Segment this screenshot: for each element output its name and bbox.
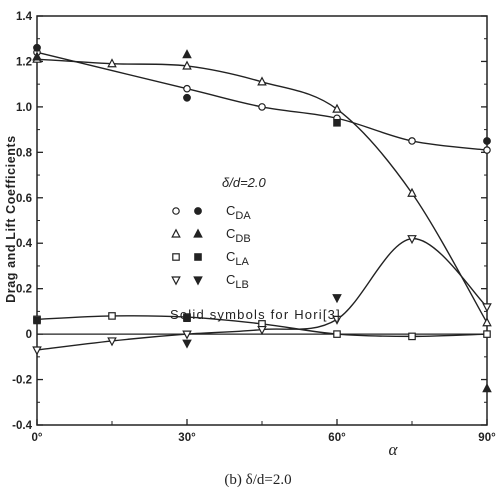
y-tick-labels: -0.4 -0.2 0 0.2 0.4 0.6 0.8 1.0 1.2 1.4 — [12, 11, 32, 432]
legend: δ/d=2.0 CDA CDB CLA CLB Solid symbols for H… — [170, 175, 341, 322]
point-c-db — [482, 317, 492, 327]
point-c-lb — [332, 315, 342, 325]
legend-subscript: DB — [235, 233, 250, 245]
x-axis-label: α — [389, 440, 399, 459]
point-c-lb — [482, 303, 492, 313]
y-tick-label: 1.2 — [16, 56, 32, 68]
point-c-la — [483, 330, 491, 338]
y-axis-label: Drag and Lift Coefficients — [4, 135, 18, 303]
tick-marks — [36, 15, 488, 426]
solid-point-c-la — [333, 118, 341, 127]
legend-open-c-lb — [171, 276, 181, 286]
point-c-da — [408, 137, 416, 145]
figure-caption: (b) δ/d=2.0 — [224, 472, 291, 488]
legend-subscript: LA — [235, 256, 249, 268]
point-c-lb — [107, 337, 117, 347]
legend-solid-c-la — [194, 253, 202, 261]
x-tick-labels: 0° 30° 60° 90° — [32, 432, 497, 444]
y-tick-label: 0.2 — [16, 284, 32, 296]
legend-label-c-db: CDB — [226, 226, 251, 245]
curve-c-da — [36, 51, 488, 151]
series-curves — [36, 51, 488, 351]
x-tick-label: 60° — [328, 432, 346, 444]
point-c-db — [332, 103, 342, 113]
point-c-da — [258, 103, 266, 111]
legend-subscript: DA — [235, 210, 251, 222]
legend-solid-c-da — [194, 207, 202, 215]
legend-subscript: LB — [235, 279, 248, 291]
legend-solid-c-db — [193, 228, 203, 238]
curve-c-db — [36, 58, 488, 324]
point-c-db — [182, 60, 192, 70]
legend-label-c-da: CDA — [226, 203, 251, 222]
point-c-lb — [182, 330, 192, 340]
legend-open-c-la — [172, 253, 180, 261]
point-c-lb — [32, 346, 42, 356]
point-c-la — [333, 330, 341, 338]
y-tick-label: -0.2 — [12, 375, 32, 387]
point-c-la — [408, 332, 416, 341]
solid-point-c-db — [182, 49, 192, 59]
legend-note: Solid symbols for Hori[3] — [170, 307, 341, 322]
legend-label-c-la: CLA — [226, 249, 250, 268]
point-c-da — [483, 146, 491, 154]
solid-point-c-lb — [182, 339, 192, 349]
x-tick-label: 90° — [478, 432, 496, 444]
y-tick-label: 1.4 — [16, 11, 33, 23]
point-c-lb — [257, 325, 267, 336]
point-c-db — [407, 187, 417, 197]
x-tick-label: 30° — [178, 432, 196, 444]
solid-point-c-db — [32, 51, 42, 61]
solid-point-c-la — [33, 316, 41, 325]
series-markers — [32, 43, 492, 393]
solid-point-c-da — [33, 43, 41, 52]
y-tick-label: 1.0 — [16, 102, 32, 114]
legend-open-c-da — [172, 207, 180, 215]
solid-point-c-da — [483, 137, 491, 145]
legend-label-c-lb: CLB — [226, 272, 249, 291]
y-tick-label: 0.6 — [16, 193, 32, 205]
point-c-db — [257, 76, 267, 86]
legend-rows: CDA CDB CLA CLB — [171, 203, 251, 291]
x-tick-label: 0° — [32, 432, 43, 444]
point-c-la — [108, 312, 116, 320]
point-c-lb — [407, 235, 417, 245]
condition-label: δ/d=2.0 — [222, 175, 266, 190]
legend-open-c-db — [171, 228, 181, 238]
solid-point-c-lb — [332, 294, 342, 304]
solid-point-c-db — [482, 383, 492, 393]
y-tick-label: 0.8 — [16, 147, 33, 159]
point-c-db — [107, 58, 117, 68]
solid-point-c-da — [183, 93, 191, 102]
point-c-da — [183, 84, 191, 93]
legend-solid-c-lb — [193, 276, 203, 286]
solid-point-c-la — [183, 314, 191, 323]
y-tick-label: 0 — [26, 329, 32, 341]
y-tick-label: -0.4 — [12, 420, 32, 432]
y-tick-label: 0.4 — [16, 238, 33, 250]
